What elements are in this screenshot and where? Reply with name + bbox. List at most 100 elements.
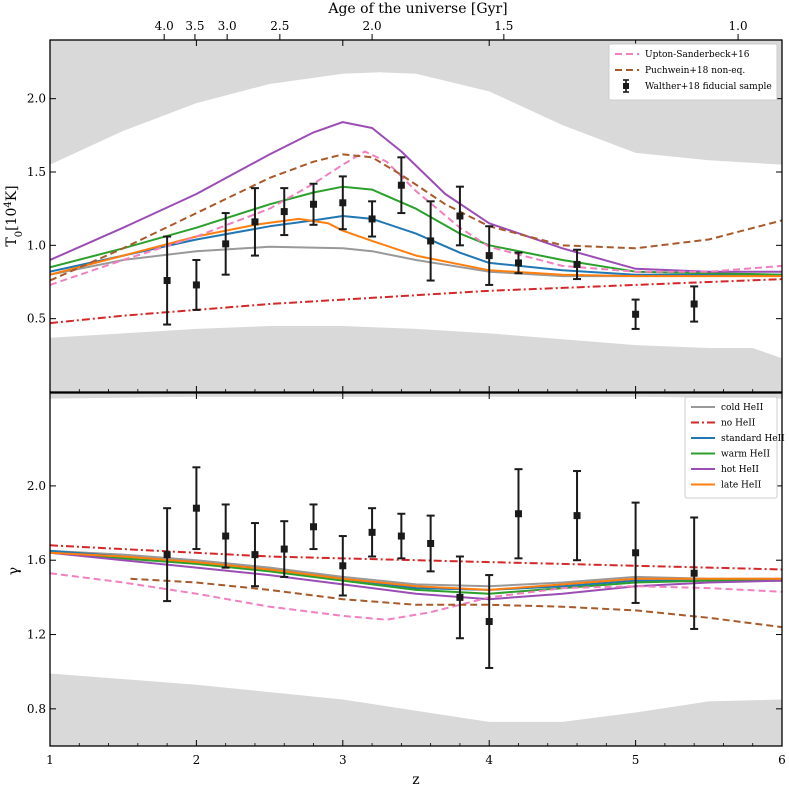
point-marker <box>339 199 347 207</box>
legend-entry-no-heii: no HeII <box>691 419 756 429</box>
y-tick-label: 2.0 <box>27 92 46 106</box>
series-line-warm-heii <box>50 551 782 595</box>
point-marker <box>485 252 493 260</box>
point-marker <box>632 549 640 557</box>
shaded-lower-region <box>50 673 782 746</box>
data-point <box>573 248 582 281</box>
legend-label: standard HeII <box>721 434 785 444</box>
point-marker <box>251 551 259 559</box>
data-point <box>250 522 259 588</box>
point-marker <box>397 181 405 189</box>
point-marker <box>192 504 200 512</box>
point-marker <box>485 618 493 626</box>
point-marker <box>632 310 640 318</box>
legend-entry-standard-heii: standard HeII <box>691 434 785 444</box>
series-line-standard-heii <box>50 215 782 276</box>
point-marker <box>222 240 230 248</box>
point-marker <box>690 300 698 308</box>
legend-label: late HeII <box>721 481 762 491</box>
top-age-axis: 4.0 3.5 3.0 2.5 2.0 1.5 1.0 <box>155 19 748 40</box>
x-tick-label: 5 <box>632 753 640 767</box>
series-line-upton-sanderbeck-16 <box>50 150 782 286</box>
data-point <box>426 200 435 282</box>
legend-entry-puchwein-18-non-eq: Puchwein+18 non-eq. <box>615 66 745 76</box>
ylabel-bracket-open: [10 <box>4 208 20 231</box>
series-line-upton-sanderbeck-16 <box>50 572 782 621</box>
plot-frame <box>49 392 783 747</box>
data-point <box>368 200 377 238</box>
series-line-puchwein-18-non-eq <box>50 153 782 282</box>
y-tick-label: 0.8 <box>27 702 46 716</box>
data-point <box>163 507 172 603</box>
point-marker <box>368 528 376 536</box>
legend-label: warm HeII <box>721 450 770 460</box>
gamma-axis-label: γ <box>6 567 22 575</box>
series-line-warm-heii <box>50 185 782 276</box>
data-point <box>250 187 259 257</box>
series-line-late-heii <box>50 217 782 278</box>
data-point <box>514 468 523 560</box>
age-tick-label: 1.5 <box>494 19 513 33</box>
age-tick-label: 4.0 <box>155 19 174 33</box>
data-point <box>338 175 347 231</box>
point-marker <box>456 593 464 601</box>
data-point <box>573 470 582 562</box>
data-point <box>309 503 318 551</box>
legend-label: cold HeII <box>721 403 764 413</box>
point-marker <box>690 569 698 577</box>
series-line-puchwein-18-non-eq <box>130 577 782 629</box>
legend-entry-walther-18-fiducial-sample: Walther+18 fiducial sample <box>623 79 772 93</box>
point-marker <box>280 208 288 216</box>
series-line-no-heii <box>50 544 782 571</box>
temperature-axis-label: T0[104K] <box>3 185 25 246</box>
legend-entry-upton-sanderbeck-16: Upton-Sanderbeck+16 <box>615 50 750 60</box>
plot-area <box>50 40 782 392</box>
data-point <box>397 512 406 560</box>
data-point <box>368 507 377 558</box>
legend-label: no HeII <box>721 419 756 429</box>
x-tick-label: 4 <box>485 753 493 767</box>
data-point <box>192 466 201 551</box>
x-tick-label: 1 <box>46 753 54 767</box>
x-tick-label: 3 <box>339 753 347 767</box>
shaded-upper-region <box>50 40 782 165</box>
legend-label: hot HeII <box>721 465 759 475</box>
legend-box <box>608 43 778 101</box>
gamma-panel: 0.8 1.2 1.6 2.0 1 2 3 4 5 6 cold HeII no HeII standa… <box>27 392 786 767</box>
point-marker <box>397 532 405 540</box>
plot-area <box>50 393 782 746</box>
ylabel-main: T <box>4 237 20 247</box>
point-marker <box>339 562 347 570</box>
data-point <box>426 514 435 573</box>
legend-entry-hot-heii: hot HeII <box>691 465 759 475</box>
y-tick-label: 2.0 <box>27 479 46 493</box>
series-line-late-heii <box>50 551 782 591</box>
data-point <box>338 535 347 597</box>
data-point <box>690 516 699 630</box>
data-point <box>309 182 318 226</box>
ylabel-sup: 4 <box>3 201 14 207</box>
point-marker <box>456 212 464 220</box>
age-tick-label: 3.0 <box>218 19 237 33</box>
shaded-upper-region <box>50 393 782 399</box>
age-tick-label: 2.5 <box>270 19 289 33</box>
ylabel-bracket-close: K] <box>4 185 20 201</box>
data-point <box>485 225 494 286</box>
y-tick-label: 1.5 <box>27 165 46 179</box>
point-marker <box>514 259 522 267</box>
point-marker <box>163 277 171 285</box>
point-marker <box>573 512 581 520</box>
y-tick-label: 1.0 <box>27 238 46 252</box>
top-axis-title: Age of the universe [Gyr] <box>327 1 507 17</box>
data-point <box>221 503 230 569</box>
age-tick-label: 3.5 <box>185 19 204 33</box>
data-point <box>631 501 640 604</box>
data-point <box>455 555 464 640</box>
point-marker <box>310 200 318 208</box>
data-point <box>163 235 172 326</box>
point-marker <box>427 539 435 547</box>
x-tick-label: 6 <box>778 753 786 767</box>
ylabel-sub: 0 <box>14 231 25 237</box>
series-line-hot-heii <box>50 551 782 601</box>
y-tick-label: 0.5 <box>27 312 46 326</box>
